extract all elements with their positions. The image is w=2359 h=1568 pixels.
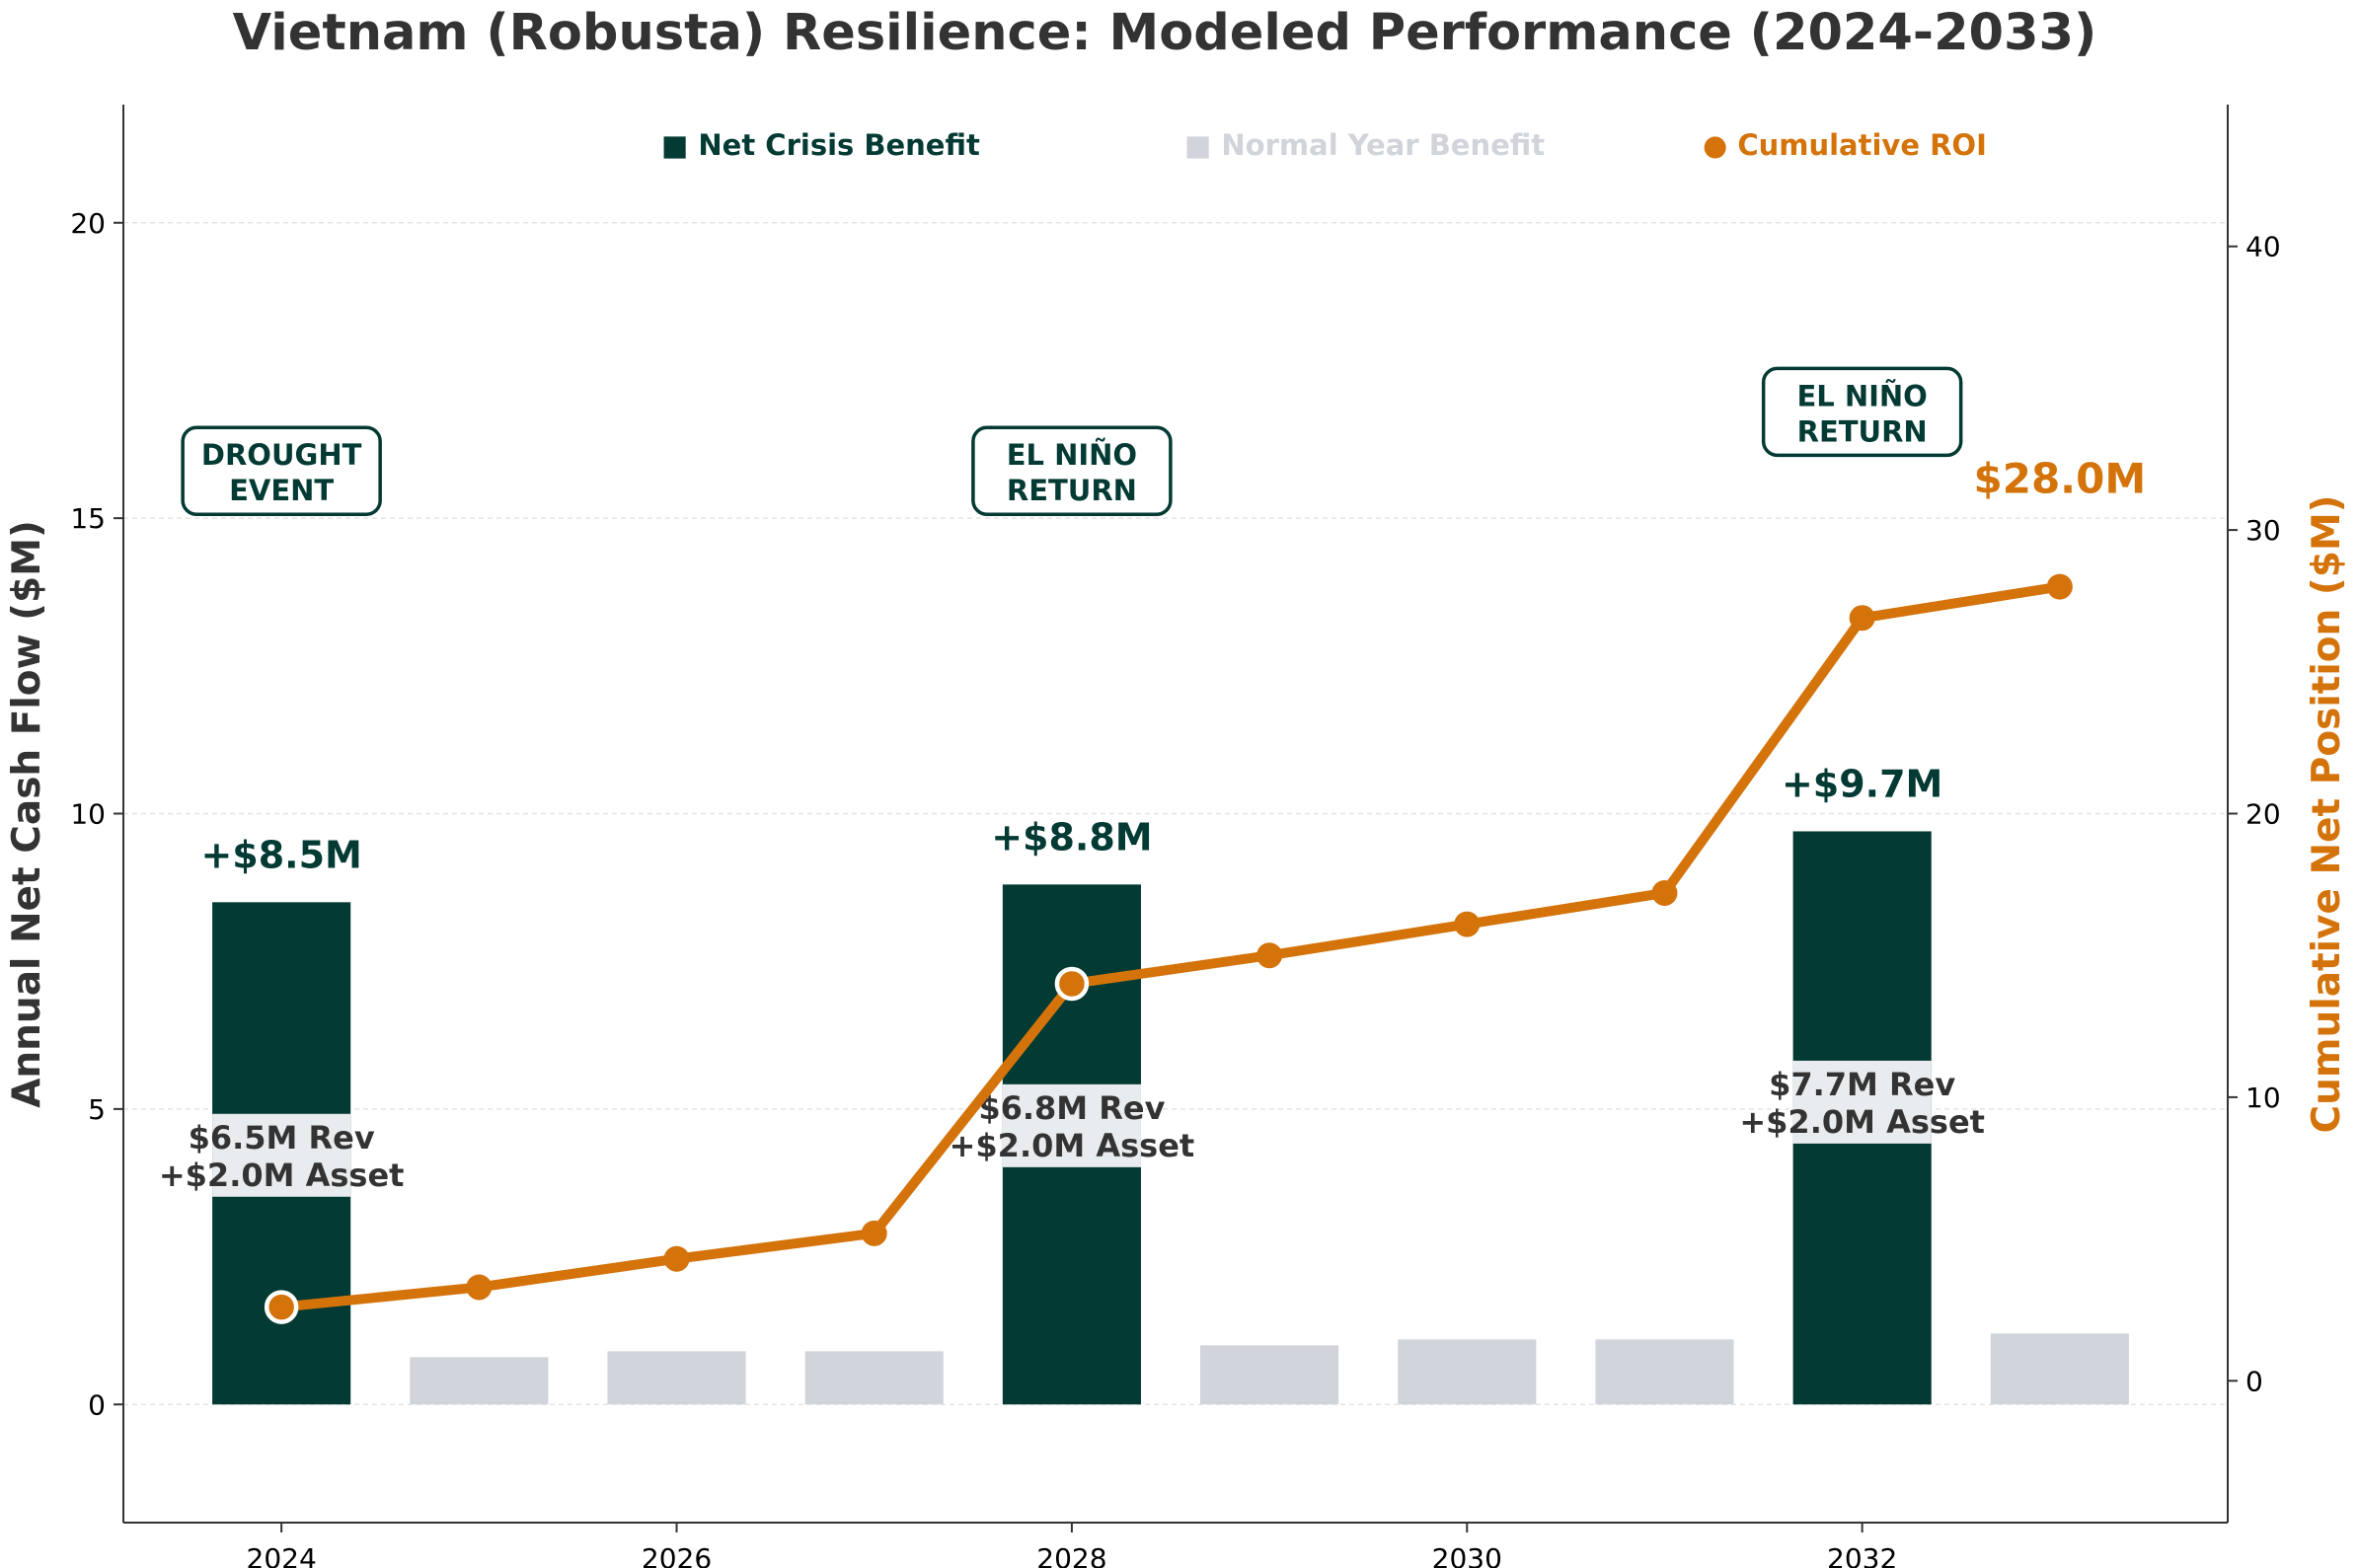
y2-tick-label: 20 [2245,798,2281,831]
y-axis-ticks: 0 5 10 15 20 [70,207,123,1421]
event-annotation-line1: EL NIÑO [1796,379,1927,412]
legend-label: Normal Year Benefit [1221,128,1545,162]
inner-label-revenue: $6.8M Rev [978,1089,1165,1127]
event-annotation-box [181,425,382,516]
legend-item-net-crisis-benefit: ■ Net Crisis Benefit [661,128,980,162]
legend-item-normal-year-benefit: ■ Normal Year Benefit [1184,128,1545,162]
legend: ■ Net Crisis Benefit ■ Normal Year Benefit… [661,128,1987,162]
y2-tick-label: 0 [2245,1365,2263,1397]
cumulative-roi-point [1256,942,1283,969]
inner-label-asset: +$2.0M Asset [1739,1103,1985,1141]
y-tick-label: 5 [88,1093,106,1126]
event-annotation-line2: EVENT [229,474,334,507]
inner-label-asset: +$2.0M Asset [950,1127,1195,1164]
event-annotation-box [1761,366,1963,458]
cumulative-roi-point [264,1290,299,1324]
inner-label-revenue: $7.7M Rev [1769,1066,1955,1103]
cumulative-roi-point [861,1220,887,1246]
crisis-value-label: +$8.8M [991,815,1152,859]
normal-bar [1595,1339,1734,1405]
y2-tick-label: 10 [2245,1082,2281,1114]
x-tick-label: 2024 [247,1542,317,1568]
cumulative-roi-point [663,1245,690,1272]
event-annotation-line1: EL NIÑO [1007,438,1137,472]
x-axis-ticks: 2024 2026 2028 2030 2032 [247,1523,1897,1568]
x-tick-label: 2026 [642,1542,712,1568]
normal-bar [410,1357,549,1405]
inner-label-box [1792,1060,1932,1144]
y2-tick-label: 30 [2245,514,2281,547]
x-tick-label: 2032 [1827,1542,1897,1568]
event-annotation-line2: RETURN [1797,414,1928,448]
event-annotation-line1: DROUGHT [201,438,362,472]
cumulative-roi-point [1454,911,1481,937]
x-tick-label: 2030 [1432,1542,1502,1568]
crisis-value-label: +$8.5M [200,833,361,876]
inner-label-box [1002,1083,1141,1167]
y-tick-label: 15 [70,502,106,535]
cumulative-roi-point [2046,573,2073,600]
normal-bar [1990,1333,2129,1405]
event-annotation-line2: RETURN [1007,474,1137,507]
normal-bar [1398,1339,1537,1405]
y-axis-label: Annual Net Cash Flow ($M) [5,520,49,1108]
y2-tick-label: 40 [2245,231,2281,263]
normal-bar [1200,1345,1339,1405]
y-tick-label: 20 [70,207,106,240]
inner-label-box [212,1113,351,1197]
y2-axis-label: Cumulative Net Position ($M) [2305,495,2349,1134]
cumulative-roi-point [1849,605,1875,632]
y-tick-label: 0 [88,1388,106,1421]
cumulative-roi-line [264,573,2073,1324]
cumulative-roi-point [1054,966,1090,1002]
legend-item-cumulative-roi: ● Cumulative ROI [1703,128,1987,162]
y-tick-label: 10 [70,798,106,831]
normal-bar [804,1351,944,1405]
legend-marker: ■ [661,128,688,162]
bar-labels: +$8.5M$6.5M Rev+$2.0M Asset+$8.8M$6.8M R… [159,762,1985,1197]
inner-label-revenue: $6.5M Rev [189,1119,375,1157]
cumulative-roi-point [1651,879,1678,906]
legend-marker: ■ [1184,128,1211,162]
y2-axis-ticks: 0 10 20 30 40 [2228,231,2281,1397]
cumulative-roi-path [276,581,2065,1312]
x-tick-label: 2028 [1036,1542,1106,1568]
final-cumulative-label: $28.0M [1974,455,2147,503]
event-annotation-box [971,425,1173,516]
normal-bar [607,1351,746,1405]
crisis-value-label: +$9.7M [1782,762,1942,805]
chart-title: Vietnam (Robusta) Resilience: Modeled Pe… [233,4,2097,62]
cumulative-roi-point [466,1274,493,1301]
legend-label: Net Crisis Benefit [698,128,980,162]
legend-label: Cumulative ROI [1737,128,1987,162]
legend-marker: ● [1703,128,1727,162]
inner-label-asset: +$2.0M Asset [159,1157,405,1194]
